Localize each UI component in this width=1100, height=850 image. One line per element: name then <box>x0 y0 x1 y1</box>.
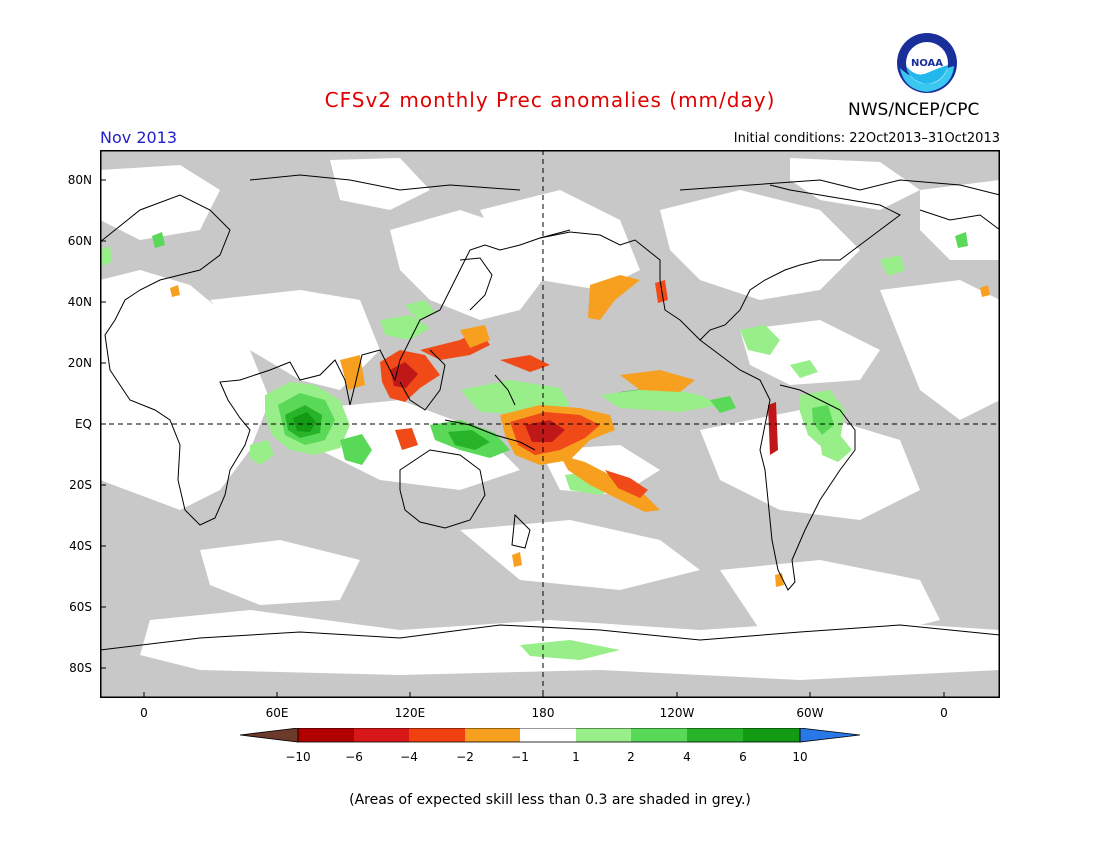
reference-lines <box>100 150 1000 698</box>
colorbar-bin <box>465 728 520 742</box>
coastlines <box>100 174 1000 651</box>
colorbar-label: 1 <box>572 750 580 764</box>
colorbar-bin <box>743 728 800 742</box>
lon-label-60w: 60W <box>796 706 824 720</box>
colorbar-label: −1 <box>511 750 529 764</box>
noaa-logo: NOAA <box>897 33 957 93</box>
colorbar-label: −2 <box>456 750 474 764</box>
skill-footnote: (Areas of expected skill less than 0.3 a… <box>349 792 751 808</box>
initial-conditions: Initial conditions: 22Oct2013–31Oct2013 <box>733 131 1000 146</box>
lat-label-80s: 80S <box>69 661 92 675</box>
colorbar-bin <box>354 728 409 742</box>
forecast-month: Nov 2013 <box>100 128 178 147</box>
lon-label-0: 0 <box>140 706 148 720</box>
lon-label-180: 180 <box>531 706 555 720</box>
colorbar-label: −6 <box>345 750 363 764</box>
colorbar-bin <box>631 728 687 742</box>
colorbar-bin <box>409 728 465 742</box>
colorbar-label: 10 <box>792 750 808 764</box>
chart-title: CFSv2 monthly Prec anomalies (mm/day) <box>324 88 776 112</box>
colorbar-label: 6 <box>739 750 747 764</box>
colorbar-arrow-low <box>240 728 298 742</box>
lat-label-eq: EQ <box>74 417 92 431</box>
precip-anomaly-map <box>100 150 1000 698</box>
lon-label-60e: 60E <box>265 706 289 720</box>
colorbar-label: −4 <box>400 750 418 764</box>
axis-ticks <box>100 179 945 698</box>
lat-label-20s: 20S <box>69 478 92 492</box>
lat-label-80n: 80N <box>67 173 92 187</box>
lon-label-120e: 120E <box>394 706 426 720</box>
colorbar-bin <box>298 728 354 742</box>
lon-label-120w: 120W <box>659 706 695 720</box>
lat-label-40n: 40N <box>67 295 92 309</box>
colorbar-label: 2 <box>627 750 635 764</box>
noaa-logo-text: NOAA <box>911 58 943 69</box>
colorbar-bin <box>576 728 631 742</box>
colorbar-arrow-high <box>800 728 860 742</box>
colorbar <box>240 728 860 743</box>
dry-anomaly-areas <box>170 275 990 587</box>
lat-label-40s: 40S <box>69 539 92 553</box>
colorbar-bin <box>520 728 576 742</box>
colorbar-label: 4 <box>683 750 691 764</box>
wet-anomaly-areas <box>100 232 968 660</box>
lat-label-20n: 20N <box>67 356 92 370</box>
colorbar-label: −10 <box>285 750 311 764</box>
colorbar-bin <box>687 728 743 742</box>
lon-label-0-east: 0 <box>940 706 948 720</box>
agency-label: NWS/NCEP/CPC <box>848 100 980 120</box>
lat-label-60n: 60N <box>67 234 92 248</box>
lat-label-60s: 60S <box>69 600 92 614</box>
